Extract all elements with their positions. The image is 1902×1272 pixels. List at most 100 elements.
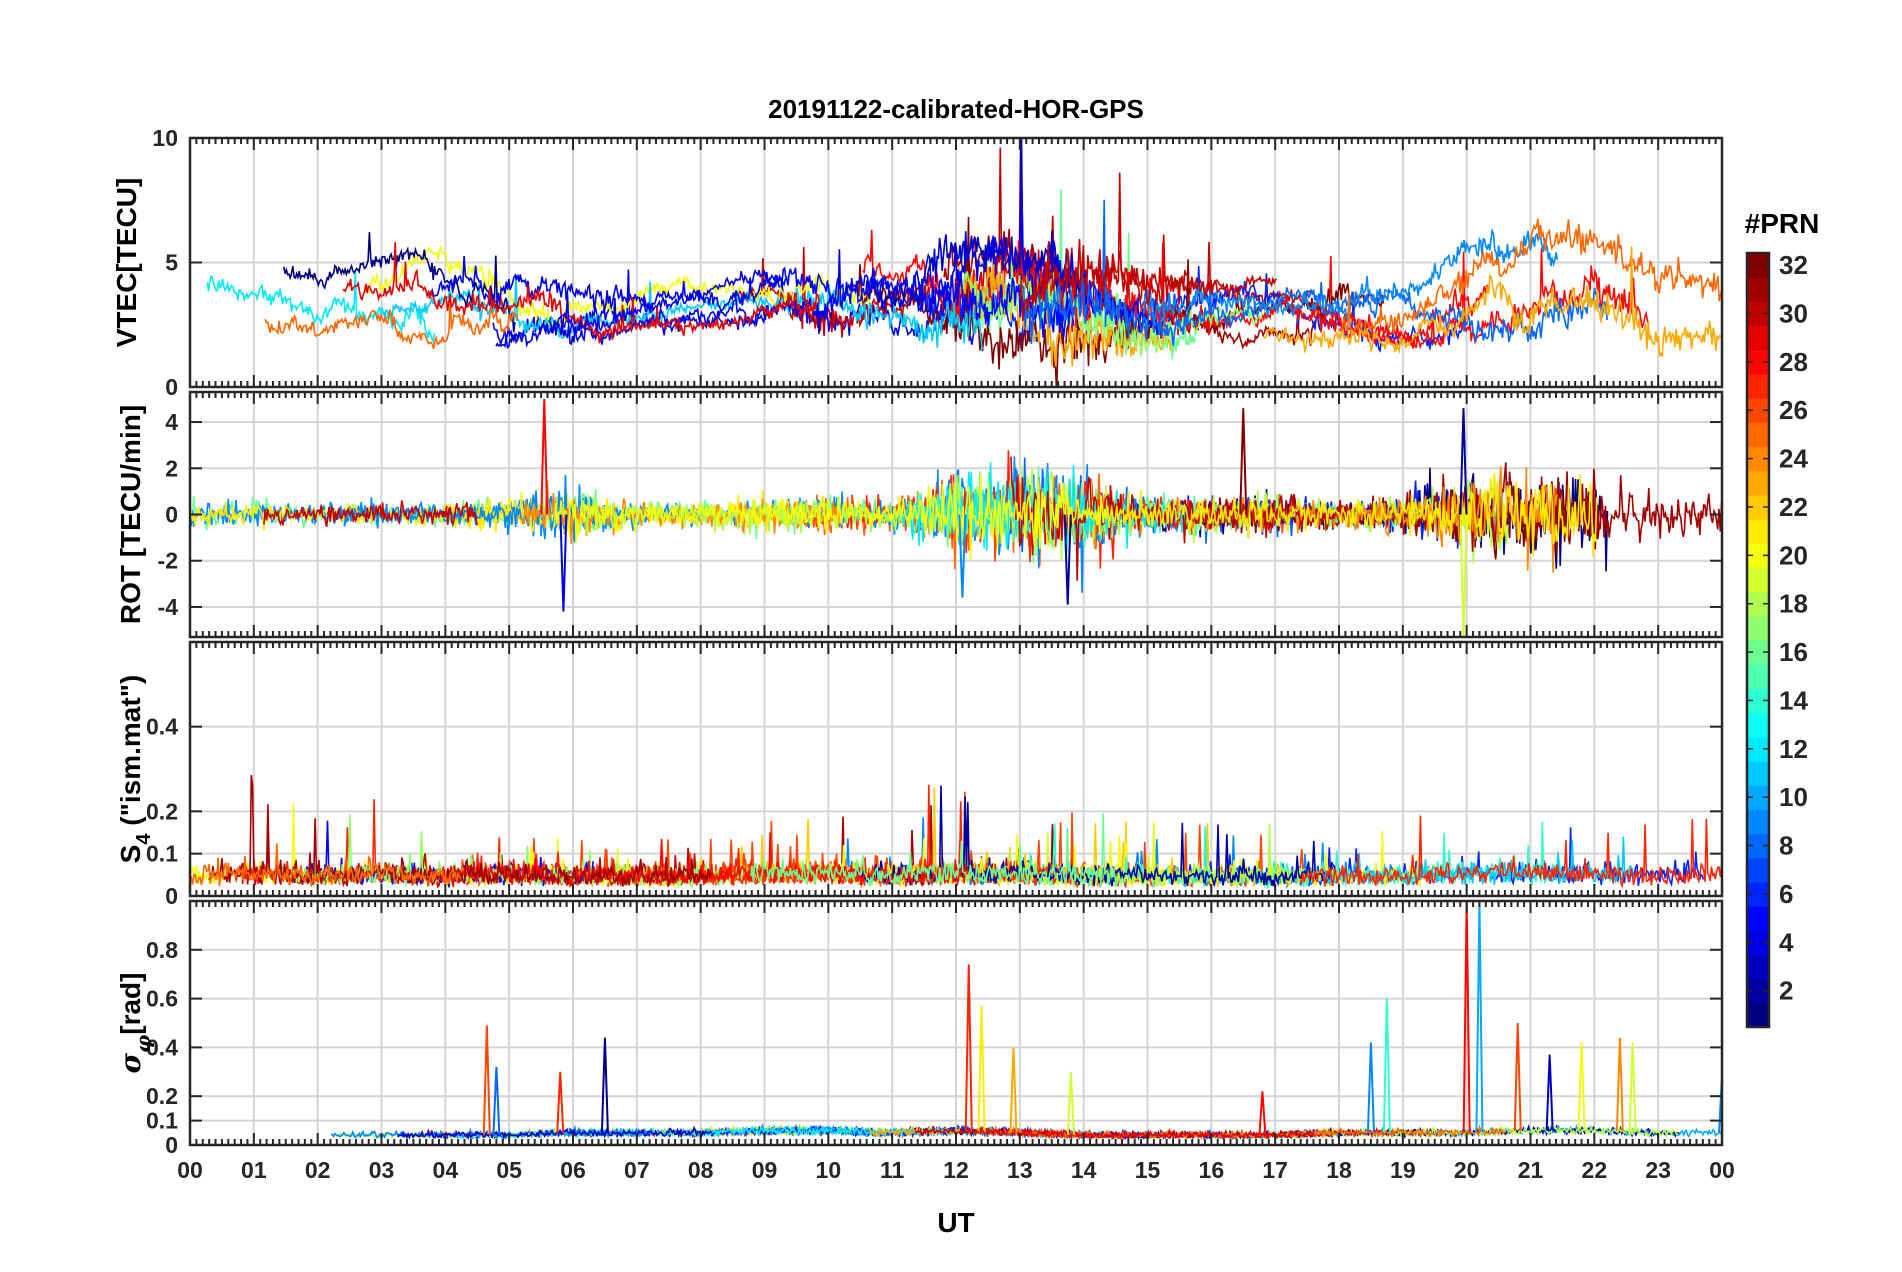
prn-trace — [750, 813, 1117, 887]
x-tick-label: 01 — [241, 1157, 267, 1183]
traces — [190, 398, 1722, 637]
colorbar-band — [1747, 640, 1769, 665]
y-tick-label: 0 — [165, 502, 178, 528]
x-tick-label: 00 — [177, 1157, 203, 1183]
prn-trace — [397, 1125, 713, 1141]
prn-trace — [516, 479, 845, 545]
y-tick-label: 0 — [165, 1132, 178, 1158]
x-tick-label: 19 — [1390, 1157, 1416, 1183]
spike-trace — [1513, 1022, 1522, 1131]
prn-trace — [1021, 199, 1608, 346]
spike-trace — [600, 1037, 609, 1133]
colorbar-tick-label: 4 — [1779, 927, 1794, 957]
x-tick-label: 18 — [1326, 1157, 1352, 1183]
y-axis-label: S4 ("ism.mat") — [115, 675, 155, 864]
colorbar-band — [1747, 591, 1769, 617]
prn-trace — [342, 241, 820, 344]
spike-trace — [1366, 1042, 1375, 1133]
prn-trace — [1107, 473, 1598, 557]
colorbar-band — [1747, 760, 1769, 786]
prn-trace — [770, 252, 1075, 338]
spike-trace — [958, 514, 967, 598]
y-tick-label: 0 — [165, 883, 178, 909]
prn-trace — [190, 843, 462, 888]
spike-trace — [559, 514, 568, 612]
colorbar-tick-label: 8 — [1779, 831, 1793, 861]
traces — [190, 775, 1722, 890]
spike-trace — [1063, 514, 1072, 605]
x-tick-label: 11 — [880, 1157, 905, 1183]
colorbar-tick-label: 14 — [1779, 685, 1808, 715]
colorbar-tick-label: 24 — [1779, 444, 1808, 474]
colorbar-band — [1747, 470, 1769, 496]
colorbar-band — [1747, 446, 1769, 472]
colorbar-band — [1747, 881, 1769, 907]
colorbar-band — [1747, 906, 1769, 931]
colorbar-band — [1747, 349, 1769, 375]
panel-ROT: -4 -2 0 2 4 ROT [TECU/min] — [115, 390, 1724, 639]
colorbar-tick-label: 30 — [1779, 298, 1808, 328]
colorbar-tick-label: 18 — [1779, 589, 1808, 619]
y-tick-label: 0.1 — [146, 1108, 178, 1134]
colorbar-tick-label: 12 — [1779, 734, 1808, 764]
y-tick-label: 0.8 — [146, 937, 178, 963]
colorbar-band — [1747, 809, 1769, 835]
colorbar-band — [1747, 519, 1769, 544]
spike-trace — [964, 964, 973, 1131]
colorbar-band — [1747, 833, 1769, 859]
spike-trace — [540, 398, 549, 515]
colorbar-tick-label: 2 — [1779, 976, 1793, 1006]
y-tick-label: 0 — [165, 374, 178, 400]
spike-trace — [1628, 1042, 1637, 1132]
spike-trace — [1545, 1054, 1554, 1131]
spike-trace — [1066, 1071, 1075, 1135]
colorbar-band — [1747, 567, 1769, 593]
colorbar-tick-label: 32 — [1779, 250, 1808, 280]
y-axis-label: σφ[rad] — [114, 973, 155, 1074]
colorbar-band — [1747, 930, 1769, 956]
traces — [206, 138, 1722, 387]
prn-trace — [427, 255, 781, 312]
prn-trace — [1299, 815, 1722, 889]
colorbar-band — [1747, 373, 1769, 399]
y-tick-label: 2 — [165, 455, 178, 481]
colorbar-band — [1747, 736, 1769, 762]
colorbar-frame — [1745, 251, 1771, 1029]
y-tick-label: -2 — [158, 548, 178, 574]
prn-trace — [263, 500, 478, 528]
x-tick-label: 21 — [1518, 1157, 1544, 1183]
prn-trace — [1171, 462, 1722, 554]
spike-trace — [1382, 998, 1391, 1133]
colorbar-band — [1747, 325, 1769, 351]
colorbar-band — [1747, 615, 1769, 641]
colorbar-tick-label: 20 — [1779, 540, 1808, 570]
spike-trace — [492, 1066, 501, 1136]
y-tick-label: 5 — [165, 250, 178, 276]
colorbar-band — [1747, 712, 1769, 738]
y-tick-label: 10 — [152, 125, 178, 151]
x-tick-label: 07 — [624, 1157, 650, 1183]
colorbar-label: #PRN — [1745, 208, 1820, 239]
spike-trace — [1258, 1091, 1267, 1136]
spike-trace — [1239, 408, 1248, 515]
y-tick-label: -4 — [158, 594, 179, 620]
colorbar-band — [1747, 1002, 1769, 1028]
y-tick-label: 0.6 — [146, 986, 178, 1012]
spike-trace — [1009, 1047, 1018, 1133]
panel-VTEC: 0 5 10 VTEC[TECU] — [111, 125, 1724, 400]
x-tick-label: 23 — [1645, 1157, 1671, 1183]
colorbar-band — [1747, 494, 1769, 520]
colorbar-tick-label: 22 — [1779, 492, 1808, 522]
x-axis-label: UT — [937, 1207, 974, 1238]
colorbar-band — [1747, 543, 1769, 569]
spike-trace — [556, 1071, 565, 1134]
y-tick-label: 0.2 — [146, 1083, 178, 1109]
x-tick-label: 04 — [433, 1157, 459, 1183]
prn-trace — [364, 244, 871, 333]
colorbar-tick-label: 10 — [1779, 782, 1808, 812]
y-tick-label: 4 — [165, 409, 178, 435]
colorbar-band — [1747, 422, 1769, 448]
colorbar-band — [1747, 664, 1769, 689]
